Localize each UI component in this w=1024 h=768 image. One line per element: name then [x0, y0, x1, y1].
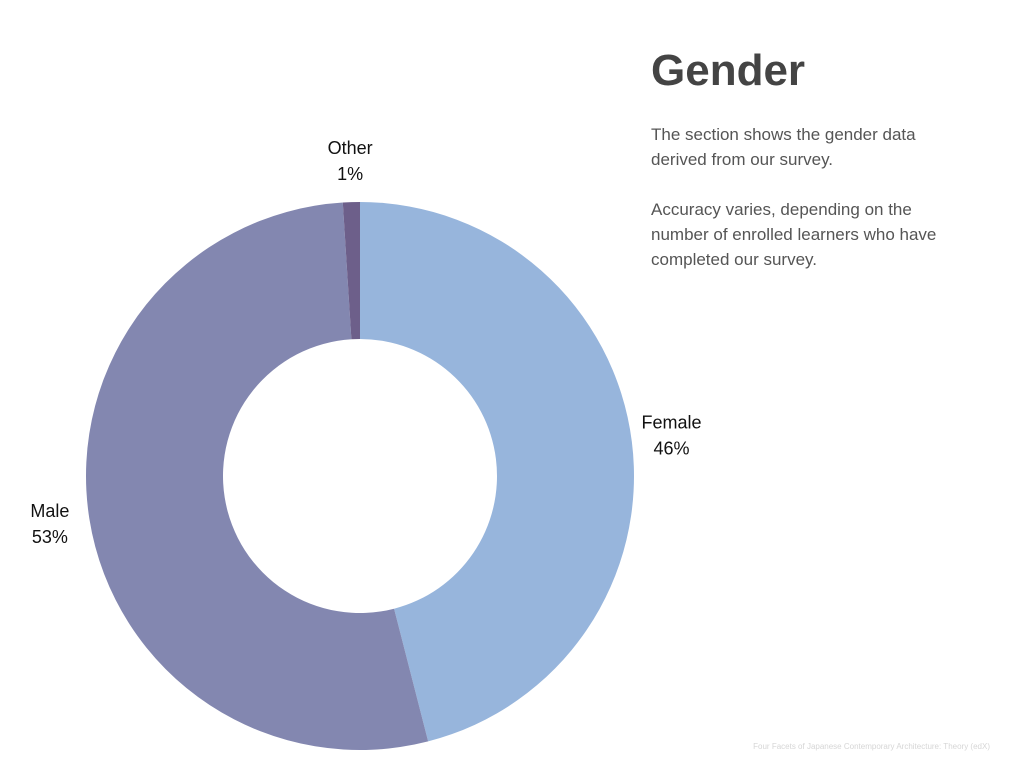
slice	[360, 202, 634, 742]
slice-label: Other	[328, 138, 373, 158]
slice-label: Male	[30, 501, 69, 521]
slice	[85, 202, 429, 751]
slice-label: Female	[642, 412, 702, 432]
description: The section shows the gender data derive…	[651, 125, 916, 169]
slice	[342, 202, 360, 340]
value-label: 53%	[32, 527, 68, 547]
value-label: 46%	[654, 438, 690, 458]
description: Accuracy varies, depending on the number…	[651, 200, 937, 269]
source: Four Facets of Japanese Contemporary Arc…	[753, 742, 990, 751]
chart-title: Gender	[651, 46, 806, 95]
value-label: 1%	[337, 164, 363, 184]
